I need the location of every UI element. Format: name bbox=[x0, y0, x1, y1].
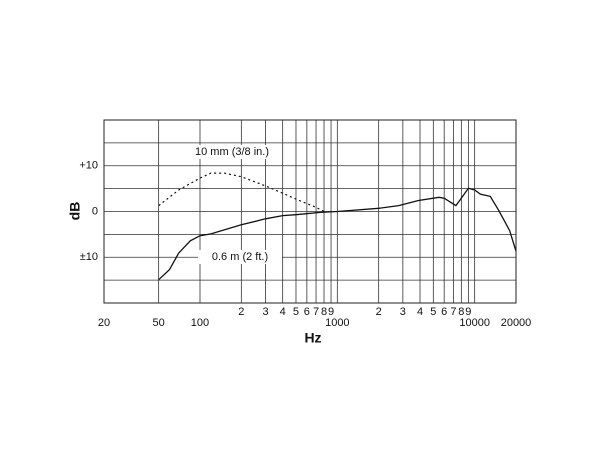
x-tick-label: 100 bbox=[191, 317, 209, 329]
series-label-bg bbox=[190, 145, 274, 159]
x-tick-label: 9 bbox=[328, 306, 334, 318]
series-label: 10 mm (3/8 in.) bbox=[195, 146, 269, 158]
x-tick-label: 20 bbox=[98, 317, 110, 329]
x-tick-label: 6 bbox=[304, 306, 310, 318]
series-line bbox=[158, 172, 325, 213]
x-tick-label: 9 bbox=[465, 306, 471, 318]
x-tick-label: 10000 bbox=[459, 317, 490, 329]
x-tick-label: 6 bbox=[441, 306, 447, 318]
x-tick-label: 4 bbox=[417, 306, 423, 318]
x-tick-label: 5 bbox=[430, 306, 436, 318]
plot-border bbox=[103, 119, 517, 304]
series-line bbox=[158, 187, 517, 281]
x-tick-label: 20000 bbox=[501, 317, 532, 329]
x-tick-label: 5 bbox=[293, 306, 299, 318]
x-tick-label: 8 bbox=[321, 306, 327, 318]
x-tick-label: 1000 bbox=[325, 317, 349, 329]
y-tick-label: 0 bbox=[92, 205, 98, 217]
y-tick-label: ±10 bbox=[80, 251, 98, 263]
x-tick-label: 3 bbox=[262, 306, 268, 318]
x-tick-label: 7 bbox=[313, 306, 319, 318]
x-tick-label: 50 bbox=[153, 317, 165, 329]
x-tick-label: 8 bbox=[458, 306, 464, 318]
x-tick-label: 4 bbox=[280, 306, 286, 318]
y-axis-label: dB bbox=[67, 202, 83, 221]
series-label: 0.6 m (2 ft.) bbox=[212, 251, 268, 263]
x-tick-label: 2 bbox=[376, 306, 382, 318]
x-tick-label: 7 bbox=[450, 306, 456, 318]
x-tick-label: 2 bbox=[238, 306, 244, 318]
series-label-bg bbox=[198, 250, 282, 264]
y-tick-label: +10 bbox=[79, 160, 98, 172]
x-tick-label: 3 bbox=[400, 306, 406, 318]
x-axis-label: Hz bbox=[304, 330, 321, 346]
